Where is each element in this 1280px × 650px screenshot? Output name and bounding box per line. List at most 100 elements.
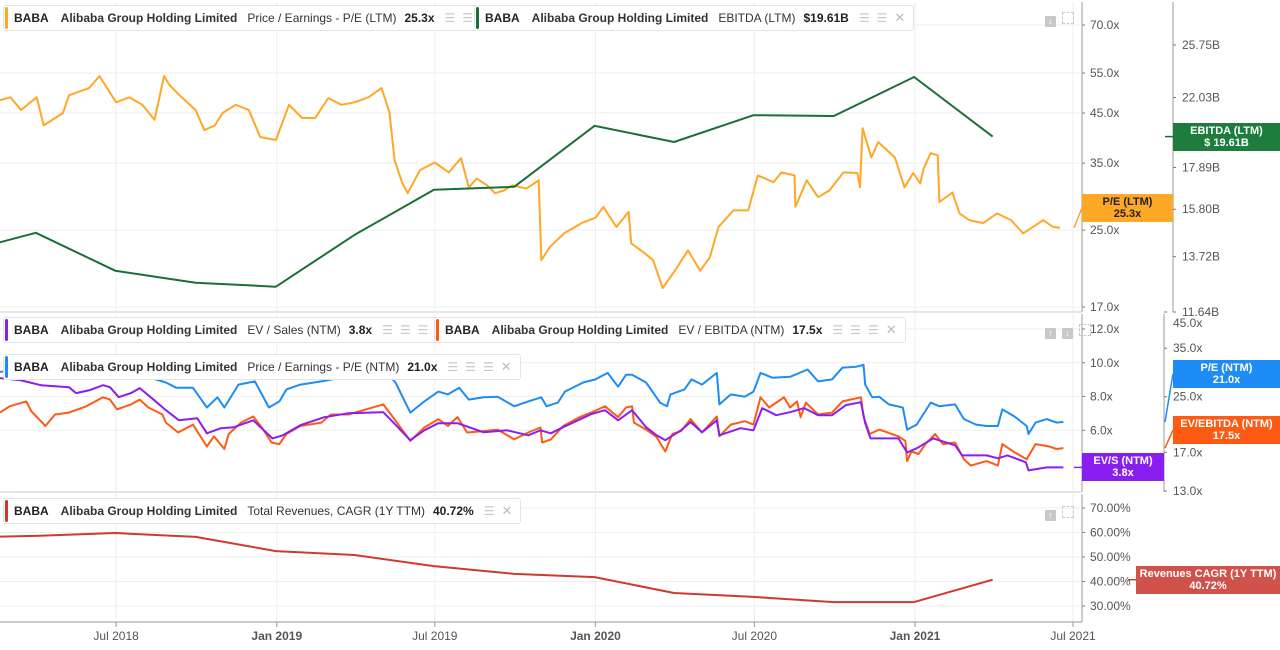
right-axis-tick-label: 13.72B (1182, 250, 1220, 264)
move-panel-down-icon[interactable]: ↓ (1062, 328, 1073, 339)
left-axis-tick-label: 30.00% (1090, 599, 1131, 613)
legend-company: Alibaba Group Holding Limited (60, 360, 238, 374)
add-layer-icon[interactable]: ☰ (858, 11, 870, 25)
left-axis-tick-label: 17.0x (1090, 300, 1119, 314)
panel-1-controls: ↓ (1045, 12, 1074, 27)
series-color-bar (476, 7, 479, 29)
legend-value: 3.8x (348, 323, 373, 337)
x-axis-tick-label: Jul 2021 (1050, 629, 1096, 643)
legend-company: Alibaba Group Holding Limited (60, 11, 238, 25)
left-axis-tick-label: 55.0x (1090, 66, 1119, 80)
fullscreen-icon[interactable] (1062, 506, 1074, 518)
add-layer-icon[interactable]: ☰ (447, 360, 459, 374)
legend-ev-ebitda-ntm[interactable]: BABA Alibaba Group Holding Limited EV / … (434, 317, 906, 343)
legend-value: $19.61B (803, 11, 849, 25)
tag-ebitda-ltm: EBITDA (LTM) $ 19.61B (1173, 122, 1280, 151)
left-axis-tick-label: 25.0x (1090, 223, 1119, 237)
left-axis-tick-label: 6.0x (1090, 423, 1113, 437)
right-axis-tick-label: 17.89B (1182, 160, 1220, 174)
tag-connector (1164, 429, 1174, 449)
right-axis-tick-label: 11.64B (1182, 305, 1219, 319)
add-layer-icon[interactable]: ☰ (832, 323, 844, 337)
move-down-layer-icon[interactable]: ☰ (482, 360, 494, 374)
legend-ticker: BABA (14, 11, 49, 25)
tag-pe-ntm: P/E (NTM) 21.0x (1173, 359, 1280, 388)
tag-ev-sales-ntm: EV/S (NTM) 3.8x (1082, 453, 1164, 482)
move-down-layer-icon[interactable]: ☰ (417, 323, 429, 337)
tag-value: $ 19.61B (1204, 136, 1249, 149)
legend-value: 40.72% (432, 504, 474, 518)
legend-ebitda-ltm[interactable]: BABA Alibaba Group Holding Limited EBITD… (474, 5, 915, 31)
fullscreen-icon[interactable] (1062, 12, 1074, 24)
tag-label: EBITDA (LTM) (1190, 124, 1263, 137)
legend-ticker: BABA (14, 360, 49, 374)
legend-metric: EV / EBITDA (NTM) (678, 323, 785, 337)
tag-ev-ebitda-ntm: EV/EBITDA (NTM) 17.5x (1173, 416, 1280, 445)
left-axis-tick-label: 40.00% (1090, 575, 1131, 589)
legend-ev-sales-ntm[interactable]: BABA Alibaba Group Holding Limited EV / … (3, 317, 456, 343)
move-layer-icon[interactable]: ☰ (483, 504, 495, 518)
right-axis-tick-label: 22.03B (1182, 90, 1220, 104)
tag-label: Revenues CAGR (1Y TTM) (1139, 567, 1277, 580)
right-axis-tick-label: 15.80B (1182, 202, 1220, 216)
right-axis-tick-label: 45.0x (1173, 316, 1202, 330)
legend-pe-ntm[interactable]: BABA Alibaba Group Holding Limited Price… (3, 354, 521, 380)
legend-ticker: BABA (14, 323, 49, 337)
tag-label: EV/S (NTM) (1093, 455, 1153, 468)
move-panel-up-icon[interactable]: ↑ (1045, 328, 1056, 339)
close-icon[interactable]: ✕ (885, 322, 897, 337)
move-layer-icon[interactable]: ☰ (462, 11, 474, 25)
legend-ticker: BABA (485, 11, 520, 25)
left-axis-tick-label: 50.00% (1090, 550, 1131, 564)
tag-pe-ltm: P/E (LTM) 25.3x (1082, 193, 1173, 222)
panel-3-controls: ↑ (1045, 506, 1074, 521)
move-down-layer-icon[interactable]: ☰ (867, 323, 879, 337)
tag-value: 25.3x (1113, 207, 1142, 220)
series-color-bar (5, 319, 8, 341)
legend-company: Alibaba Group Holding Limited (531, 11, 709, 25)
right-axis-tick-label: 13.0x (1173, 484, 1202, 498)
tag-label: P/E (NTM) (1200, 361, 1253, 374)
x-axis-tick-label: Jan 2019 (251, 629, 302, 643)
left-axis-tick-label: 60.00% (1090, 526, 1131, 540)
close-icon[interactable]: ✕ (894, 10, 906, 25)
left-axis-tick-label: 70.00% (1090, 501, 1131, 515)
add-layer-icon[interactable]: ☰ (444, 11, 456, 25)
tag-value: 21.0x (1212, 373, 1241, 386)
series-color-bar (5, 7, 8, 29)
close-icon[interactable]: ✕ (500, 359, 512, 374)
legend-value: 21.0x (407, 360, 438, 374)
series-color-bar (436, 319, 439, 341)
move-up-layer-icon[interactable]: ☰ (850, 323, 861, 337)
x-axis-tick-label: Jan 2021 (890, 629, 941, 643)
left-axis-tick-label: 12.0x (1090, 322, 1119, 336)
series-line (0, 377, 1064, 472)
move-layer-icon[interactable]: ☰ (876, 11, 888, 25)
panel-2-controls: ↑ ↓ (1045, 324, 1091, 339)
move-panel-up-icon[interactable]: ↑ (1045, 510, 1056, 521)
series-line (0, 76, 994, 288)
series-line (0, 532, 993, 604)
legend-metric: EV / Sales (NTM) (247, 323, 341, 337)
series-color-bar (5, 356, 8, 378)
right-axis-tick-label: 25.75B (1182, 38, 1220, 52)
legend-metric: Price / Earnings - P/E (LTM) (247, 11, 397, 25)
series-color-bar (5, 500, 8, 522)
move-up-layer-icon[interactable]: ☰ (399, 323, 411, 337)
move-up-layer-icon[interactable]: ☰ (465, 360, 476, 374)
legend-value: 17.5x (792, 323, 823, 337)
add-layer-icon[interactable]: ☰ (382, 323, 393, 337)
tag-label: EV/EBITDA (NTM) (1180, 418, 1273, 431)
left-axis-tick-label: 35.0x (1090, 156, 1119, 170)
legend-revenue-cagr[interactable]: BABA Alibaba Group Holding Limited Total… (3, 498, 522, 524)
legend-metric: Total Revenues, CAGR (1Y TTM) (247, 504, 425, 518)
move-panel-down-icon[interactable]: ↓ (1045, 16, 1056, 27)
fullscreen-icon[interactable] (1079, 324, 1091, 336)
x-axis-tick-label: Jan 2020 (570, 629, 621, 643)
tag-revenue-cagr: Revenues CAGR (1Y TTM) 40.72% (1136, 565, 1280, 594)
legend-pe-ltm[interactable]: BABA Alibaba Group Holding Limited Price… (3, 5, 500, 31)
left-axis-tick-label: 70.0x (1090, 18, 1119, 32)
tag-value: 40.72% (1189, 579, 1227, 592)
close-icon[interactable]: ✕ (501, 503, 513, 518)
